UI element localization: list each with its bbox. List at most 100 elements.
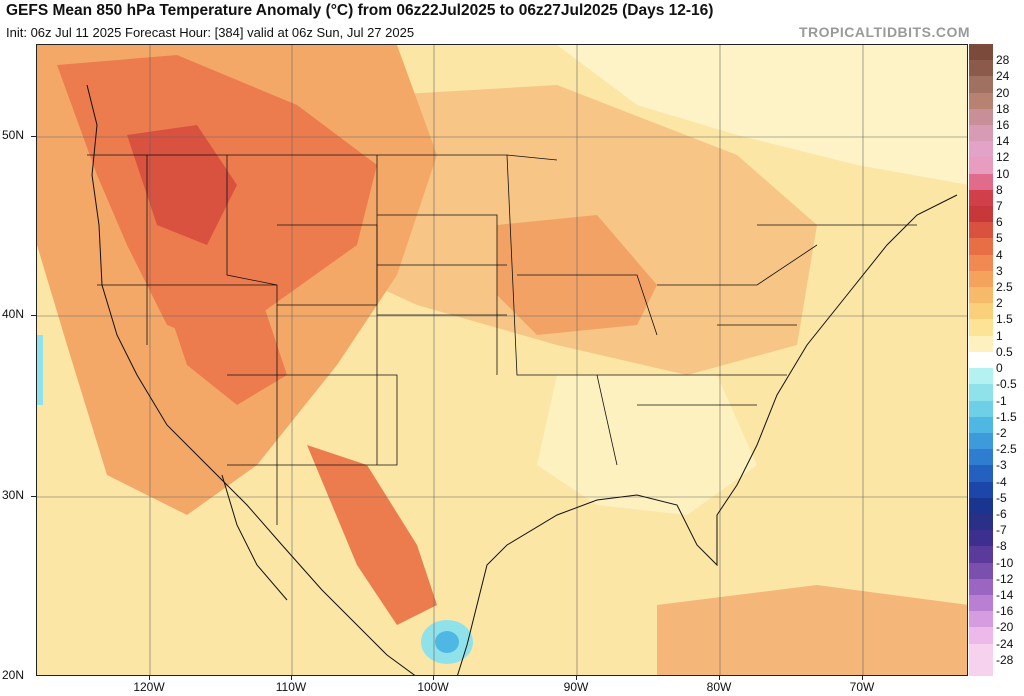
colorbar-label: 0 <box>996 361 1003 376</box>
colorbar-cell <box>969 173 993 191</box>
colorbar-label: 0.5 <box>996 344 1013 359</box>
colorbar-cell <box>969 513 993 531</box>
lon-tick <box>291 676 292 680</box>
colorbar-cell <box>969 416 993 434</box>
colorbar-label: 24 <box>996 69 1010 84</box>
colorbar-label: -14 <box>996 587 1014 602</box>
colorbar-cell <box>969 254 993 272</box>
colorbar <box>969 44 993 677</box>
colorbar-label: -4 <box>996 474 1007 489</box>
colorbar-cell <box>969 594 993 612</box>
map-canvas <box>37 45 967 675</box>
colorbar-label: -1.5 <box>996 409 1017 424</box>
colorbar-cell <box>969 44 993 61</box>
colorbar-cell <box>969 157 993 175</box>
colorbar-cell <box>969 125 993 142</box>
colorbar-cell <box>969 141 993 158</box>
colorbar-label: -0.5 <box>996 377 1017 392</box>
colorbar-cell <box>969 319 993 337</box>
lon-label-90w: 90W <box>563 680 589 694</box>
lat-tick <box>31 496 36 497</box>
state-borders <box>87 154 917 525</box>
colorbar-label: 10 <box>996 166 1010 181</box>
colorbar-label: 20 <box>996 85 1010 100</box>
colorbar-label: -10 <box>996 555 1014 570</box>
lon-tick <box>862 676 863 680</box>
colorbar-cell <box>969 432 993 450</box>
colorbar-cell <box>969 449 993 466</box>
lat-label-20n: 20N <box>2 668 25 682</box>
pacific-cool-strip <box>37 335 43 405</box>
colorbar-label: -12 <box>996 571 1014 586</box>
colorbar-label: 8 <box>996 182 1003 197</box>
lat-label-30n: 30N <box>2 488 25 502</box>
gulf-cold-core <box>435 631 459 653</box>
colorbar-label: 6 <box>996 215 1003 230</box>
colorbar-cell <box>969 562 993 580</box>
colorbar-cell <box>969 287 993 304</box>
lon-tick <box>719 676 720 680</box>
great-basin-hot-region <box>157 275 287 405</box>
colorbar-label: -24 <box>996 636 1014 651</box>
colorbar-label: 16 <box>996 118 1010 133</box>
colorbar-cell <box>969 465 993 483</box>
colorbar-label: 14 <box>996 134 1010 149</box>
colorbar-label: -28 <box>996 652 1014 667</box>
colorbar-cell <box>969 76 993 94</box>
colorbar-label: -2.5 <box>996 442 1017 457</box>
colorbar-label: -2 <box>996 425 1007 440</box>
colorbar-label: 1 <box>996 328 1003 343</box>
colorbar-cell <box>969 368 993 385</box>
colorbar-label: -5 <box>996 490 1007 505</box>
colorbar-label: -20 <box>996 620 1014 635</box>
colorbar-cell <box>969 627 993 645</box>
colorbar-label: 28 <box>996 53 1010 68</box>
lon-label-110w: 110W <box>275 680 307 694</box>
colorbar-label: 12 <box>996 150 1010 165</box>
colorbar-label: 4 <box>996 247 1003 262</box>
lon-label-120w: 120W <box>133 680 165 694</box>
caribbean-warm-region <box>657 585 967 675</box>
colorbar-cell <box>969 206 993 223</box>
colorbar-cell <box>969 578 993 596</box>
lat-tick <box>31 136 36 137</box>
site-brand[interactable]: TROPICALTIDBITS.COM <box>798 24 970 40</box>
colorbar-label: 18 <box>996 101 1010 116</box>
colorbar-label: 3 <box>996 263 1003 278</box>
colorbar-cell <box>969 335 993 353</box>
colorbar-cell <box>969 643 993 661</box>
lon-label-80w: 80W <box>706 680 732 694</box>
colorbar-cell <box>969 351 993 369</box>
colorbar-cell <box>969 222 993 239</box>
colorbar-label: 5 <box>996 231 1003 246</box>
colorbar-cell <box>969 108 993 126</box>
map-title: GEFS Mean 850 hPa Temperature Anomaly (°… <box>6 2 714 19</box>
colorbar-cell <box>969 60 993 77</box>
lat-tick <box>31 315 36 316</box>
colorbar-label: 2.5 <box>996 280 1013 295</box>
colorbar-cell <box>969 270 993 288</box>
colorbar-cell <box>969 400 993 418</box>
colorbar-cell <box>969 303 993 320</box>
lon-label-70w: 70W <box>849 680 875 694</box>
colorbar-cell <box>969 189 993 207</box>
map-subtitle: Init: 06z Jul 11 2025 Forecast Hour: [38… <box>6 25 415 40</box>
graticule <box>37 45 967 675</box>
lon-tick <box>433 676 434 680</box>
colorbar-label: 7 <box>996 199 1003 214</box>
colorbar-cell <box>969 481 993 499</box>
lon-label-100w: 100W <box>417 680 449 694</box>
colorbar-label: 2 <box>996 296 1003 311</box>
colorbar-cell <box>969 384 993 401</box>
lon-tick <box>149 676 150 680</box>
colorbar-cell <box>969 238 993 256</box>
colorbar-label: -6 <box>996 506 1007 521</box>
colorbar-label: -1 <box>996 393 1007 408</box>
light-anomaly-region <box>557 45 967 185</box>
colorbar-label: -16 <box>996 604 1014 619</box>
colorbar-label: -8 <box>996 539 1007 554</box>
colorbar-cell <box>969 92 993 110</box>
mexico-hot-region <box>307 445 437 625</box>
lon-tick <box>576 676 577 680</box>
colorbar-cell <box>969 659 993 677</box>
